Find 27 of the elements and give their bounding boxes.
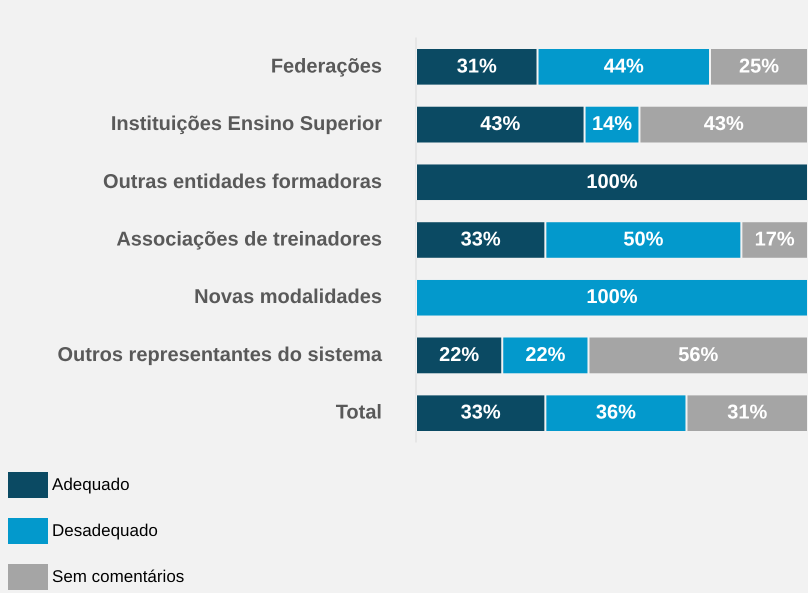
data-label: 33% bbox=[460, 228, 501, 251]
data-label: 50% bbox=[623, 228, 664, 251]
y-tick-label: Instituições Ensino Superior bbox=[110, 113, 382, 136]
legend-label: Sem comentários bbox=[52, 567, 184, 587]
y-tick-label: Associações de treinadores bbox=[116, 228, 382, 251]
data-label: 22% bbox=[525, 344, 566, 366]
data-label: 100% bbox=[586, 286, 638, 308]
data-label: 31% bbox=[456, 55, 497, 78]
data-label: 43% bbox=[480, 113, 521, 136]
y-tick-label: Total bbox=[336, 402, 382, 424]
data-label: 36% bbox=[596, 402, 636, 424]
y-tick-label: Outras entidades formadoras bbox=[103, 170, 382, 193]
legend-label: Desadequado bbox=[52, 521, 158, 541]
data-label: 100% bbox=[586, 170, 638, 193]
legend-label: Adequado bbox=[52, 475, 130, 495]
y-tick-label: Outros representantes do sistema bbox=[57, 344, 383, 366]
y-tick-label: Federações bbox=[270, 55, 382, 78]
data-label: 22% bbox=[439, 344, 480, 366]
data-label: 43% bbox=[704, 113, 744, 136]
data-label: 33% bbox=[460, 402, 501, 424]
data-label: 25% bbox=[738, 55, 780, 78]
data-label: 44% bbox=[604, 55, 644, 78]
data-label: 56% bbox=[678, 344, 718, 366]
data-label: 17% bbox=[754, 228, 795, 251]
data-label: 14% bbox=[592, 113, 632, 136]
y-tick-label: Novas modalidades bbox=[194, 286, 382, 308]
data-label: 31% bbox=[727, 402, 768, 424]
